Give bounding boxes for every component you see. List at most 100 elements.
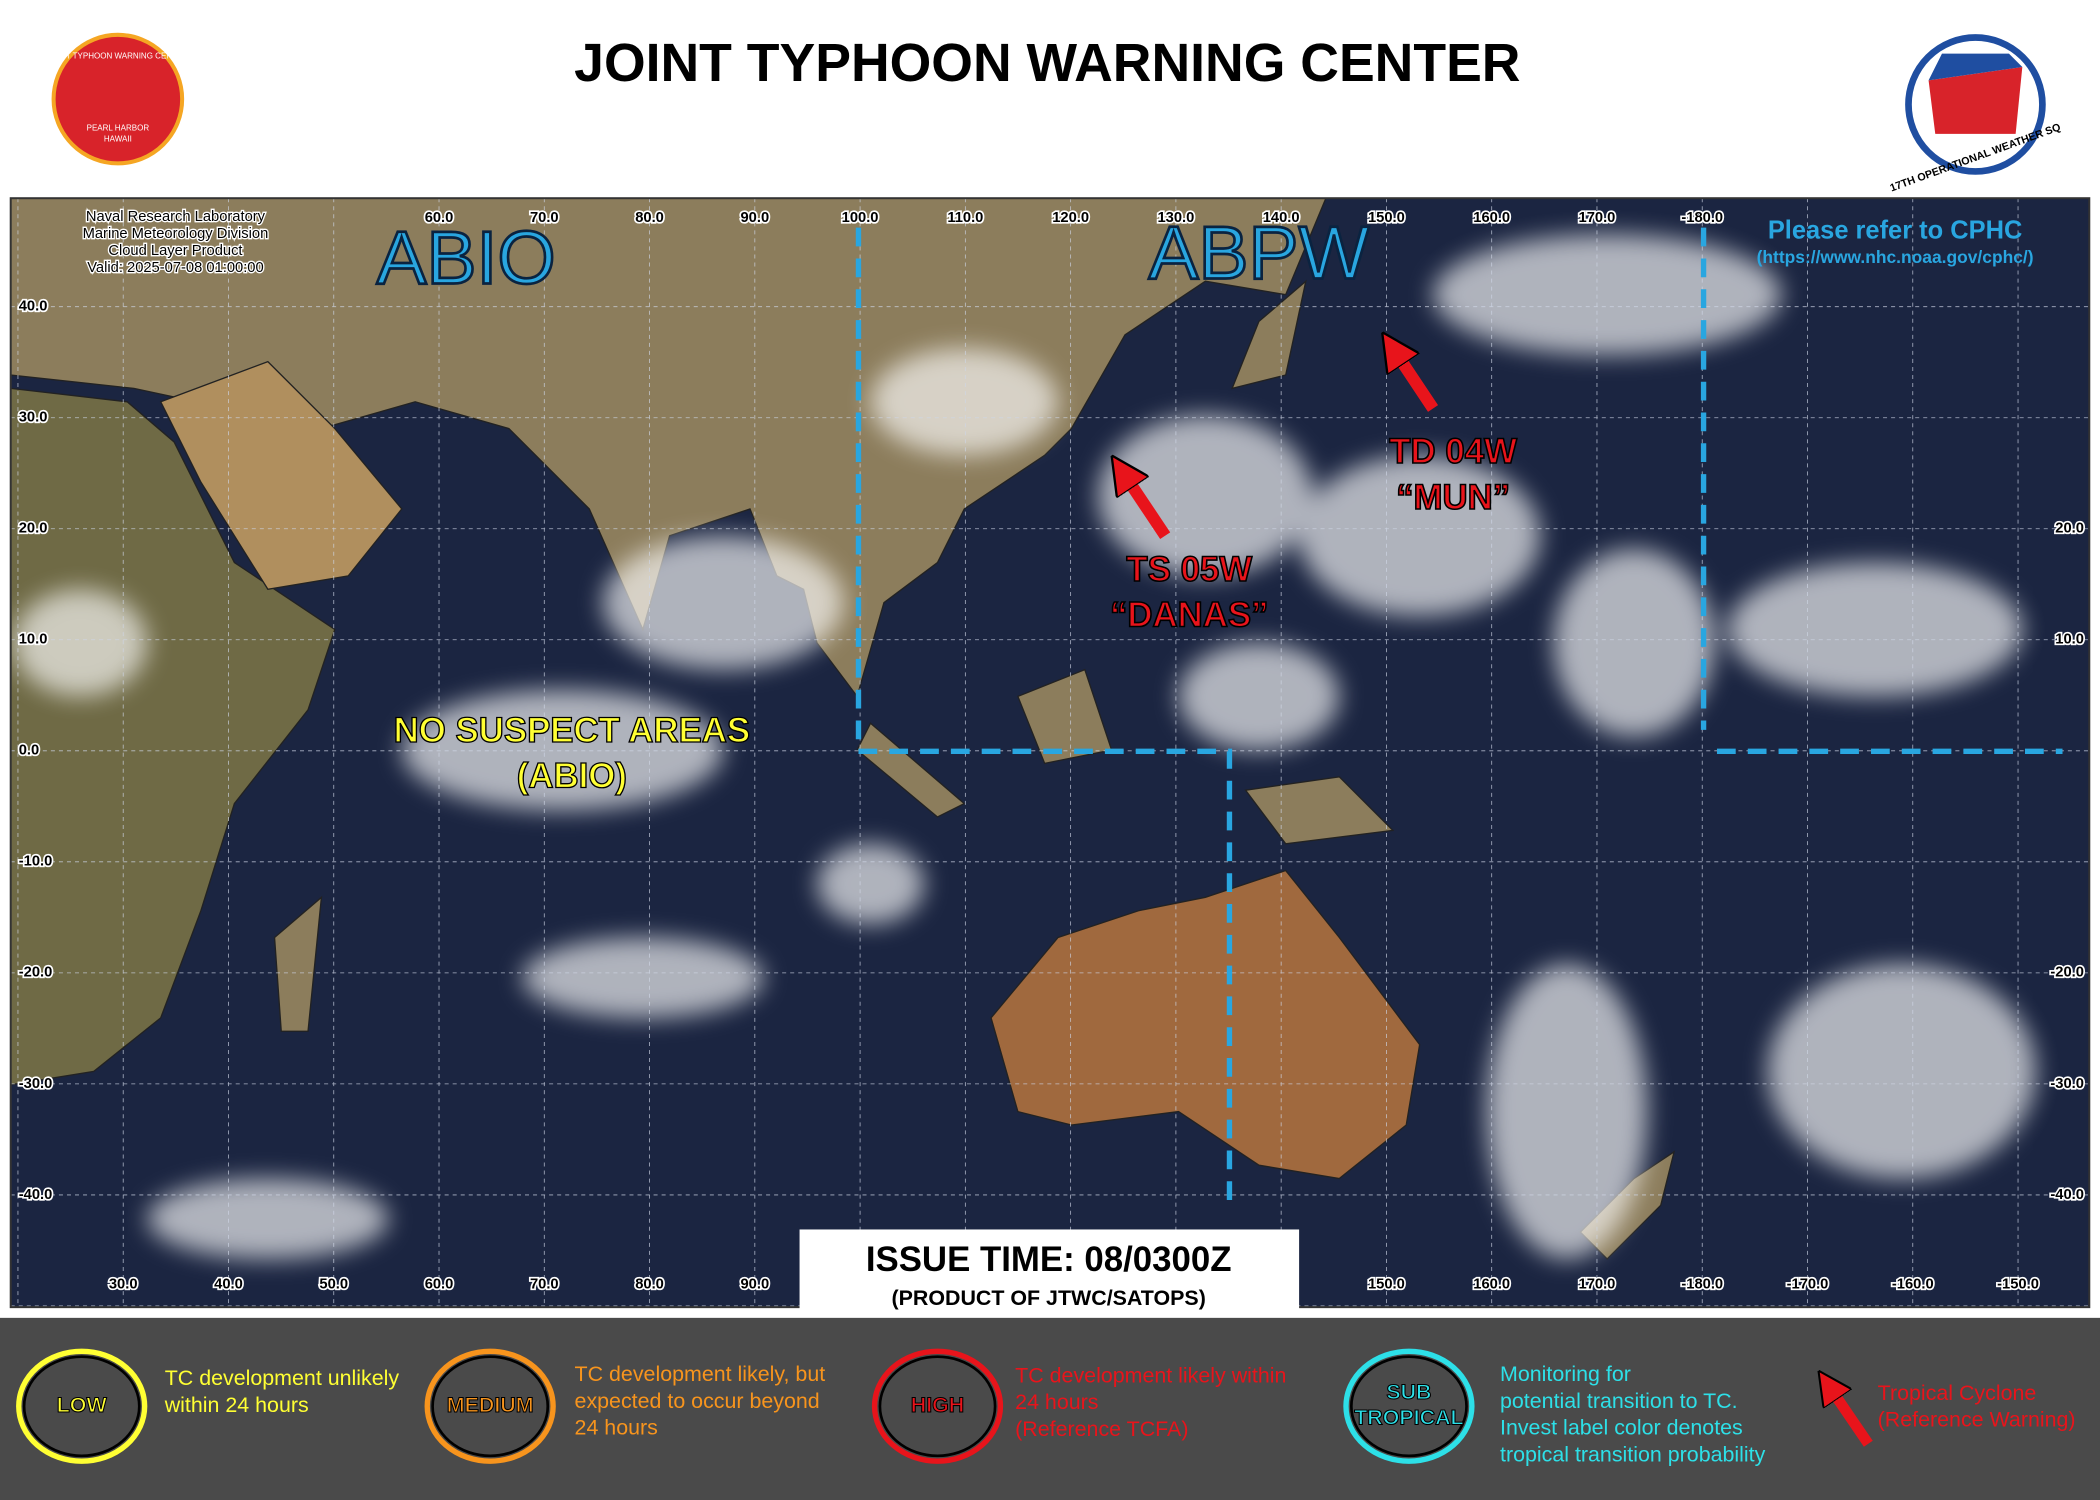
lon-label: 150.0: [1368, 210, 1405, 226]
lon-label: 150.0: [1368, 1276, 1405, 1292]
legend-text: (Reference Warning): [1878, 1408, 2076, 1432]
legend-badge-label: LOW: [57, 1393, 108, 1417]
legend-text: TC development likely, but: [575, 1362, 826, 1386]
lat-label: -30.0: [19, 1076, 53, 1092]
storm-id: TS 05W: [1126, 550, 1252, 589]
legend-badge-label: MEDIUM: [447, 1393, 534, 1417]
lat-label: -20.0: [2050, 965, 2084, 981]
legend-badge: [1343, 1348, 1475, 1464]
lat-label: 0.0: [19, 743, 39, 759]
legend-badge: [424, 1348, 556, 1464]
logo-text: HAWAII: [104, 134, 132, 143]
lon-label: 170.0: [1579, 1276, 1616, 1292]
legend-badge-inner: [878, 1355, 997, 1458]
legend-badge-label: HIGH: [911, 1393, 965, 1417]
lon-label: 140.0: [1263, 210, 1300, 226]
lon-label: 160.0: [1473, 210, 1510, 226]
lat-label: 20.0: [19, 521, 48, 537]
lat-label: -30.0: [2050, 1076, 2084, 1092]
legend-text: 24 hours: [575, 1416, 658, 1440]
source-note: Marine Meteorology Division: [83, 226, 269, 242]
lon-label: 70.0: [530, 210, 559, 226]
lat-label: 10.0: [2055, 632, 2084, 648]
storm-name: “MUN”: [1396, 478, 1510, 517]
aor-boundaries: [855, 227, 2063, 1213]
issue-product: (PRODUCT OF JTWC/SATOPS): [891, 1286, 1205, 1310]
lon-label: -160.0: [1892, 1276, 1934, 1292]
ows-logo-sky: [1928, 53, 2023, 81]
lon-label: 60.0: [425, 1276, 454, 1292]
graticule: [10, 198, 2090, 1308]
issue-box: [799, 1229, 1300, 1318]
legend-badge-inner: [431, 1355, 550, 1458]
legend-badge-inner: [1350, 1355, 1468, 1458]
storm-name: “DANAS”: [1110, 596, 1269, 635]
lat-label: 40.0: [19, 299, 48, 315]
legend-text: 24 hours: [1015, 1390, 1098, 1414]
lon-label: 100.0: [842, 210, 879, 226]
lon-label: 120.0: [1052, 210, 1089, 226]
legend-text: Invest label color denotes: [1500, 1416, 1743, 1440]
issue-time: ISSUE TIME: 08/0300Z: [866, 1240, 1232, 1279]
legend-badge: [871, 1348, 1004, 1464]
lon-label: -180.0: [1681, 210, 1723, 226]
region-label: ABPW: [1148, 210, 1369, 294]
lat-label: -40.0: [2050, 1187, 2084, 1203]
lon-label: 170.0: [1579, 210, 1616, 226]
lat-label: -10.0: [19, 854, 53, 870]
legend-badge-inner: [22, 1355, 141, 1458]
legend-text: TC development unlikely: [165, 1366, 400, 1390]
lon-label: 90.0: [740, 210, 769, 226]
legend-bar: [0, 1317, 2100, 1500]
legend-badge-label: TROPICAL: [1354, 1406, 1463, 1430]
lon-label: -170.0: [1787, 1276, 1829, 1292]
logo-text: JOINT TYPHOON WARNING CENTER: [48, 51, 189, 60]
storm-arrow: [1393, 348, 1439, 412]
lon-label: 160.0: [1473, 1276, 1510, 1292]
legend-text: (Reference TCFA): [1015, 1417, 1188, 1441]
legend-text: Tropical Cyclone: [1878, 1381, 2037, 1405]
lat-label: 20.0: [2055, 521, 2084, 537]
lon-label: 30.0: [109, 1276, 138, 1292]
logo-text: PEARL HARBOR: [87, 124, 150, 133]
lon-label: 110.0: [947, 210, 983, 226]
lat-label: 30.0: [19, 410, 48, 426]
source-note: Cloud Layer Product: [108, 243, 242, 259]
lon-label: 80.0: [635, 1276, 664, 1292]
lon-label: 50.0: [319, 1276, 348, 1292]
storm-id: TD 04W: [1389, 432, 1517, 471]
ows-logo-shield: [1928, 66, 2023, 134]
cphc-url: (https://www.nhc.noaa.gov/cphc/): [1757, 247, 2034, 267]
lon-label: 70.0: [530, 1276, 559, 1292]
clouds: [13, 234, 2036, 1259]
legend-text: expected to occur beyond: [575, 1389, 820, 1413]
jtwc-logo: [51, 32, 185, 166]
legend-text: potential transition to TC.: [1500, 1389, 1738, 1413]
land: [10, 198, 1676, 1260]
lat-label: -40.0: [19, 1187, 53, 1203]
lon-label: -180.0: [1681, 1276, 1723, 1292]
source-note: Naval Research Laboratory: [86, 209, 266, 225]
source-note: Valid: 2025-07-08 01:00:00: [87, 260, 264, 276]
cphc-note: Please refer to CPHC: [1768, 216, 2022, 244]
legend-text: TC development likely within: [1015, 1363, 1286, 1387]
lat-label: -20.0: [19, 965, 53, 981]
legend-badge: [16, 1348, 148, 1464]
storm-arrow: [1122, 471, 1171, 540]
lon-label: -150.0: [1997, 1276, 2039, 1292]
lon-label: 60.0: [425, 210, 454, 226]
legend-text: Monitoring for: [1500, 1362, 1631, 1386]
legend-text: within 24 hours: [164, 1393, 309, 1417]
lon-label: 90.0: [740, 1276, 769, 1292]
header-title: JOINT TYPHOON WARNING CENTER: [574, 34, 1520, 93]
legend-text: tropical transition probability: [1500, 1442, 1766, 1466]
notice: (ABIO): [517, 756, 627, 795]
region-label: ABIO: [376, 216, 555, 300]
header-bg: [0, 0, 2100, 199]
map: [10, 198, 2090, 1308]
lon-label: 40.0: [214, 1276, 243, 1292]
lon-label: 130.0: [1157, 210, 1194, 226]
lat-label: 10.0: [19, 632, 48, 648]
legend-arrow: [1828, 1385, 1873, 1447]
